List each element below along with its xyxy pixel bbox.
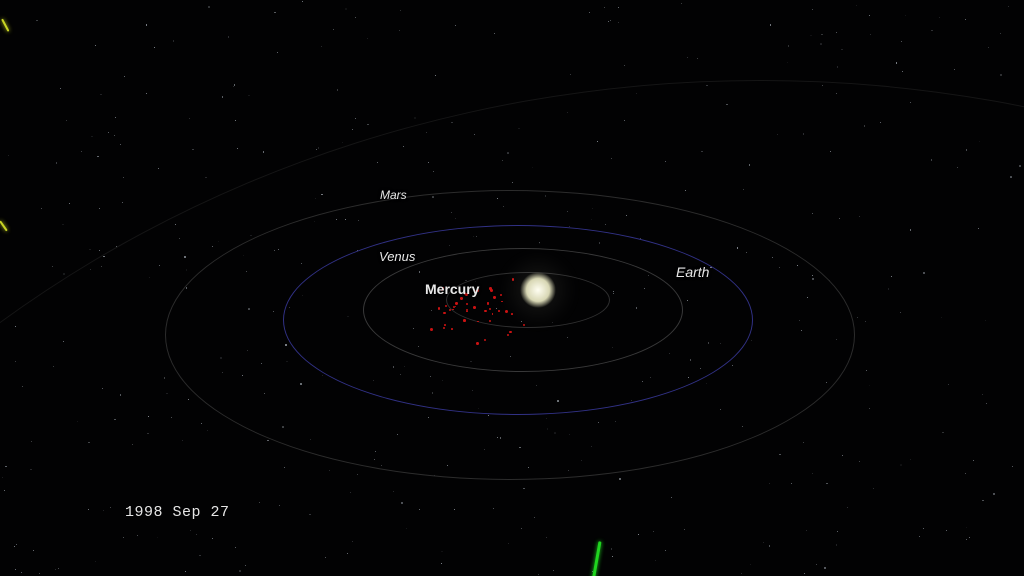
debris-dot — [466, 303, 468, 305]
debris-dot — [489, 320, 491, 322]
debris-dot — [477, 321, 479, 323]
debris-dot — [466, 311, 468, 313]
debris-dot — [511, 313, 513, 315]
debris-dot — [444, 324, 446, 326]
debris-dot — [452, 309, 454, 311]
debris-dot — [455, 302, 457, 304]
debris-dot — [505, 310, 508, 313]
debris-dot — [498, 310, 500, 312]
debris-dot — [453, 306, 455, 308]
date-timestamp: 1998 Sep 27 — [125, 504, 230, 521]
debris-dot — [460, 297, 462, 299]
debris-dot — [501, 301, 503, 303]
debris-dot — [443, 312, 446, 315]
debris-dot — [473, 306, 476, 309]
debris-dot — [523, 324, 525, 326]
debris-dot — [449, 309, 451, 311]
debris-dot — [489, 308, 491, 310]
debris-dot — [487, 303, 489, 305]
debris-dot — [493, 296, 495, 298]
debris-dot — [430, 328, 433, 331]
debris-cloud — [0, 0, 1024, 576]
mercury-label: Mercury — [425, 281, 479, 297]
sun — [520, 272, 556, 308]
debris-dot — [484, 339, 486, 341]
debris-dot — [476, 342, 479, 345]
solar-system-scene: Mercury Venus Earth Mars 1998 Sep 27 — [0, 0, 1024, 576]
debris-dot — [500, 294, 502, 296]
venus-label: Venus — [379, 249, 415, 264]
earth-label: Earth — [676, 264, 709, 280]
debris-dot — [512, 278, 514, 280]
debris-dot — [509, 331, 512, 334]
debris-dot — [443, 327, 445, 329]
mars-label: Mars — [380, 188, 407, 202]
debris-dot — [445, 305, 447, 307]
debris-dot — [438, 307, 441, 310]
debris-dot — [484, 310, 486, 312]
debris-dot — [463, 319, 466, 322]
debris-dot — [451, 328, 453, 330]
debris-dot — [507, 334, 509, 336]
debris-dot — [492, 313, 494, 315]
